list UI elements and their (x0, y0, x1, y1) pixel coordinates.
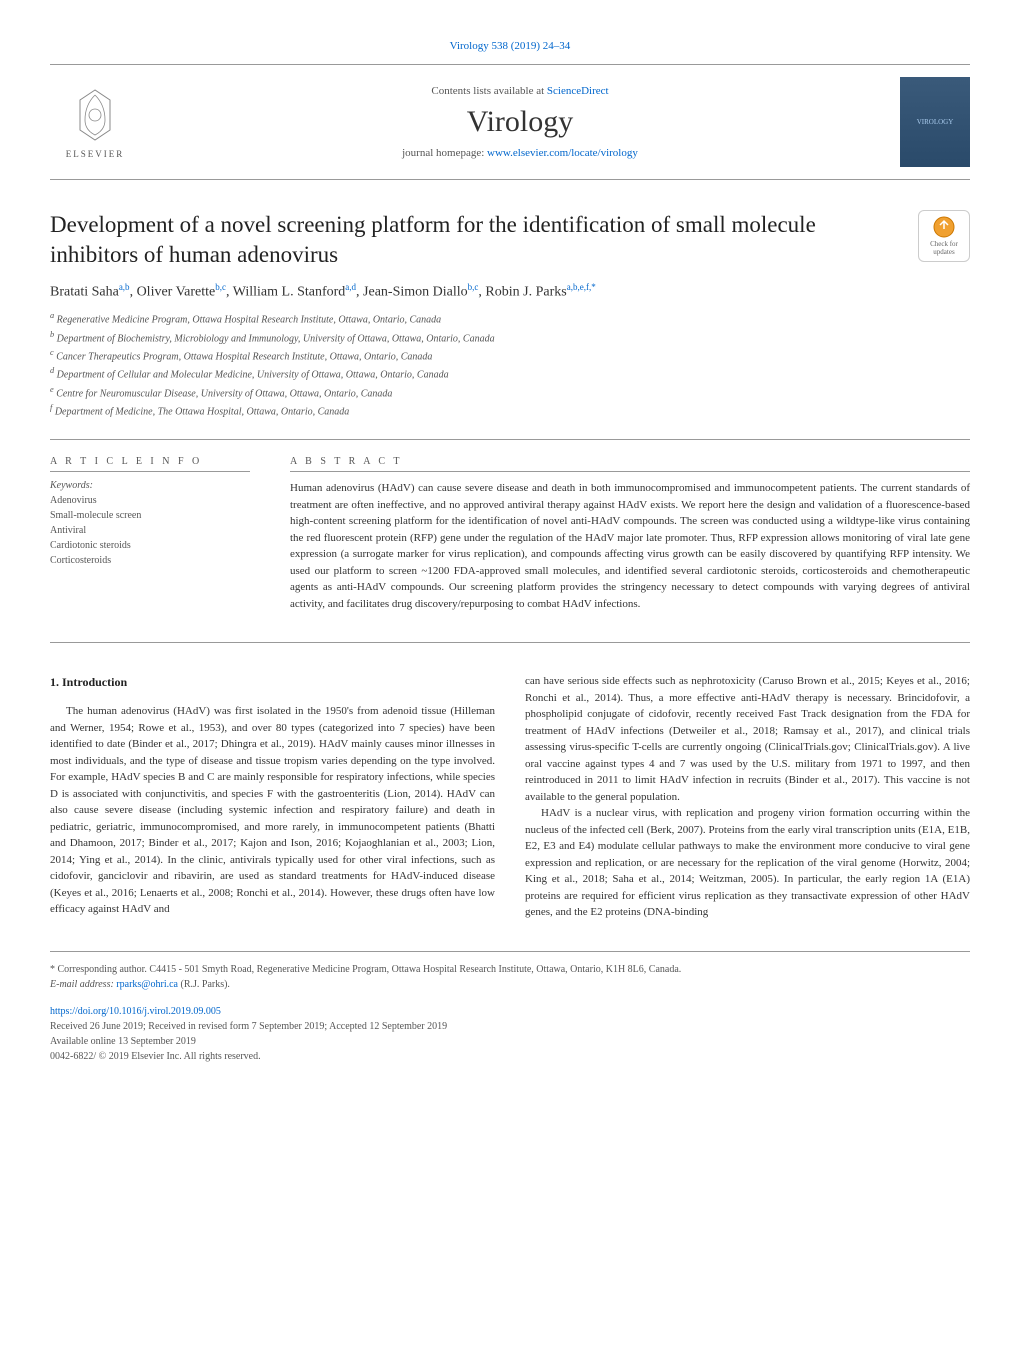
column-right: can have serious side effects such as ne… (525, 673, 970, 921)
corresponding-author: * Corresponding author. C4415 - 501 Smyt… (50, 962, 970, 992)
divider (50, 642, 970, 643)
article-info: A R T I C L E I N F O Keywords: Adenovir… (50, 456, 250, 612)
updates-label: Check for updates (919, 241, 969, 256)
footer: * Corresponding author. C4415 - 501 Smyt… (50, 951, 970, 1064)
main-content: 1. Introduction The human adenovirus (HA… (50, 673, 970, 921)
keyword: Antiviral (50, 523, 250, 538)
affiliations: a Regenerative Medicine Program, Ottawa … (50, 310, 970, 419)
sciencedirect-link[interactable]: ScienceDirect (547, 85, 609, 97)
intro-paragraph-1: The human adenovirus (HAdV) was first is… (50, 703, 495, 918)
top-citation: Virology 538 (2019) 24–34 (50, 40, 970, 52)
keyword: Adenovirus (50, 493, 250, 508)
affiliation-line: a Regenerative Medicine Program, Ottawa … (50, 310, 970, 327)
email-label: E-mail address: (50, 979, 116, 990)
check-updates-badge[interactable]: Check for updates (918, 210, 970, 262)
affiliation-line: f Department of Medicine, The Ottawa Hos… (50, 402, 970, 419)
affiliation-line: d Department of Cellular and Molecular M… (50, 365, 970, 382)
authors-line: Bratati Sahaa,b, Oliver Varetteb,c, Will… (50, 282, 970, 301)
intro-paragraph-2: can have serious side effects such as ne… (525, 673, 970, 805)
email-link[interactable]: rparks@ohri.ca (116, 979, 178, 990)
header-box: ELSEVIER Contents lists available at Sci… (50, 64, 970, 180)
homepage-link[interactable]: www.elsevier.com/locate/virology (487, 147, 638, 159)
keywords-list: AdenovirusSmall-molecule screenAntiviral… (50, 493, 250, 568)
journal-title: Virology (140, 105, 900, 139)
elsevier-text: ELSEVIER (66, 149, 125, 159)
copyright-line: 0042-6822/ © 2019 Elsevier Inc. All righ… (50, 1049, 970, 1064)
keyword: Corticosteroids (50, 553, 250, 568)
cover-label: VIROLOGY (917, 118, 954, 126)
received-line: Received 26 June 2019; Received in revis… (50, 1019, 970, 1034)
abstract-text: Human adenovirus (HAdV) can cause severe… (290, 480, 970, 612)
keyword: Small-molecule screen (50, 508, 250, 523)
contents-line: Contents lists available at ScienceDirec… (140, 85, 900, 97)
contents-prefix: Contents lists available at (431, 85, 546, 97)
intro-heading: 1. Introduction (50, 673, 495, 691)
homepage-prefix: journal homepage: (402, 147, 487, 159)
keyword: Cardiotonic steroids (50, 538, 250, 553)
column-left: 1. Introduction The human adenovirus (HA… (50, 673, 495, 921)
elsevier-logo: ELSEVIER (50, 77, 140, 167)
corresponding-text: * Corresponding author. C4415 - 501 Smyt… (50, 962, 970, 977)
available-line: Available online 13 September 2019 (50, 1034, 970, 1049)
affiliation-line: b Department of Biochemistry, Microbiolo… (50, 329, 970, 346)
article-title: Development of a novel screening platfor… (50, 210, 898, 270)
intro-paragraph-3: HAdV is a nuclear virus, with replicatio… (525, 805, 970, 921)
journal-cover: VIROLOGY (900, 77, 970, 167)
email-suffix: (R.J. Parks). (178, 979, 230, 990)
keywords-label: Keywords: (50, 480, 250, 491)
affiliation-line: e Centre for Neuromuscular Disease, Univ… (50, 384, 970, 401)
doi-link[interactable]: https://doi.org/10.1016/j.virol.2019.09.… (50, 1004, 970, 1019)
article-info-label: A R T I C L E I N F O (50, 456, 250, 472)
abstract-section: A B S T R A C T Human adenovirus (HAdV) … (290, 456, 970, 612)
homepage-line: journal homepage: www.elsevier.com/locat… (140, 147, 900, 159)
affiliation-line: c Cancer Therapeutics Program, Ottawa Ho… (50, 347, 970, 364)
abstract-label: A B S T R A C T (290, 456, 970, 472)
